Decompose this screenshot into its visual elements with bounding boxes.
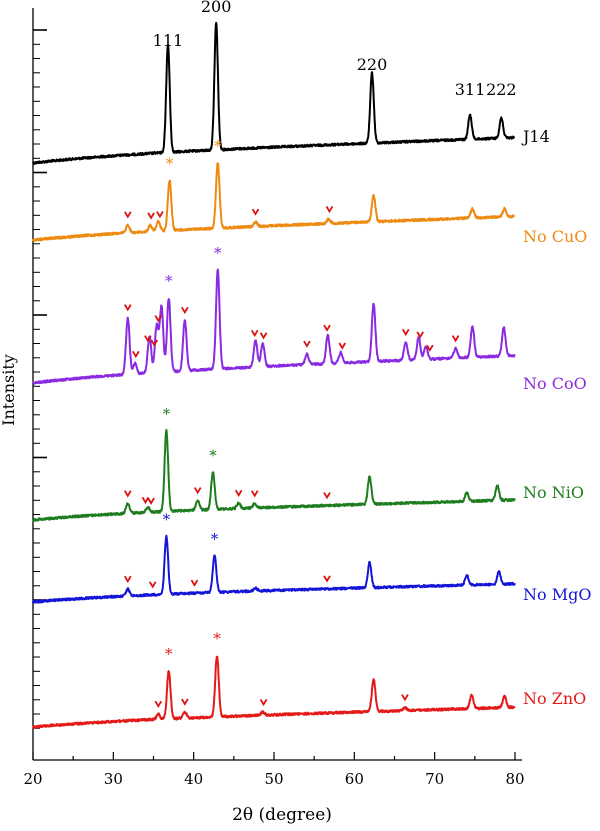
series-line — [32, 655, 516, 729]
series-label: No CuO — [523, 227, 587, 246]
series-label: No ZnO — [523, 689, 586, 708]
x-tick-label: 60 — [345, 770, 364, 788]
impurity-marker — [303, 340, 311, 348]
impurity-marker — [147, 212, 155, 220]
impurity-marker — [141, 496, 150, 505]
peak-star-marker: * — [165, 272, 173, 290]
x-tick-label: 50 — [264, 770, 283, 788]
impurity-marker — [132, 350, 140, 359]
y-axis-label: Intensity — [0, 354, 18, 426]
impurity-marker — [251, 208, 260, 216]
series-labels: J14 No CuO No CoO No NiO No MgO No ZnO — [521, 127, 591, 708]
series-label: No CoO — [523, 374, 587, 393]
impurity-marker — [154, 700, 163, 708]
impurity-marker — [338, 342, 347, 350]
series-line — [32, 268, 516, 385]
impurity-marker — [181, 306, 189, 315]
peak-index-label: 222 — [486, 80, 517, 99]
impurity-marker — [426, 344, 434, 352]
series-layer — [32, 21, 516, 729]
impurity-marker — [451, 335, 460, 343]
peak-star-marker: * — [213, 630, 221, 648]
impurity-marker — [416, 331, 424, 339]
peak-index-label: 200 — [201, 0, 232, 16]
impurity-marker — [190, 579, 199, 587]
impurity-marker — [259, 332, 268, 340]
marker-layer: * * * * * * * * * * — [124, 137, 460, 708]
impurity-marker — [323, 492, 331, 500]
peak-star-marker: * — [163, 405, 171, 423]
impurity-marker — [401, 328, 410, 337]
plot-frame — [32, 8, 522, 761]
peak-star-marker: * — [211, 530, 219, 548]
impurity-marker — [124, 211, 132, 219]
impurity-marker — [259, 698, 268, 707]
series-line — [32, 162, 516, 242]
series-line — [32, 21, 516, 165]
peak-labels: 111 200 220 311 222 — [153, 0, 517, 99]
impurity-marker — [124, 575, 132, 583]
x-tick-label: 40 — [184, 770, 203, 788]
impurity-marker — [147, 497, 155, 505]
impurity-marker — [154, 315, 163, 323]
impurity-marker — [250, 490, 259, 498]
series-line — [32, 428, 516, 522]
x-tick-label: 20 — [23, 770, 42, 788]
impurity-marker — [181, 698, 189, 706]
impurity-marker — [124, 304, 132, 312]
peak-star-marker: * — [214, 137, 222, 155]
peak-star-marker: * — [166, 155, 174, 173]
x-axis-label: 2θ (degree) — [232, 805, 332, 825]
impurity-marker — [144, 335, 152, 343]
series-line — [32, 534, 516, 604]
peak-star-marker: * — [209, 446, 217, 464]
y-axis-ticks — [33, 29, 47, 729]
x-tick-label: 80 — [505, 770, 524, 788]
impurity-marker — [156, 211, 164, 219]
impurity-marker — [148, 581, 157, 589]
impurity-marker — [234, 489, 243, 497]
x-tick-label: 30 — [104, 770, 123, 788]
impurity-marker — [323, 324, 331, 332]
impurity-marker — [124, 490, 132, 498]
series-label: J14 — [521, 127, 550, 146]
impurity-marker — [401, 694, 409, 702]
peak-star-marker: * — [165, 645, 173, 663]
peak-index-label: 311 — [455, 80, 486, 99]
impurity-marker — [325, 205, 334, 214]
impurity-marker — [323, 575, 331, 583]
peak-index-label: 220 — [357, 55, 388, 74]
peak-index-label: 111 — [153, 31, 184, 50]
x-tick-label: 70 — [425, 770, 444, 788]
x-axis-ticks: 20 30 40 50 60 70 80 — [23, 752, 525, 788]
peak-star-marker: * — [214, 244, 222, 262]
impurity-marker — [193, 487, 202, 495]
series-label: No MgO — [523, 585, 591, 604]
peak-star-marker: * — [163, 511, 171, 529]
impurity-marker — [150, 339, 159, 347]
series-label: No NiO — [523, 483, 584, 502]
impurity-marker — [250, 329, 259, 338]
